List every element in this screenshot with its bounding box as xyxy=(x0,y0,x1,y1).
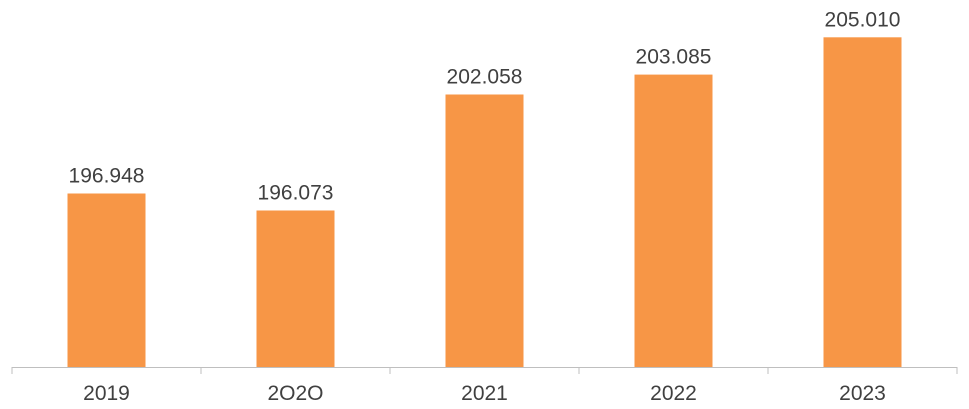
x-axis xyxy=(11,367,958,374)
bar-group xyxy=(67,37,902,368)
data-label-2019: 196.948 xyxy=(69,165,145,188)
x-tick-label-2023: 2023 xyxy=(839,382,886,405)
bar-2019 xyxy=(67,193,146,367)
bar-2023 xyxy=(823,37,902,368)
data-label-2021: 202.058 xyxy=(447,66,523,89)
data-label-2O2O: 196.073 xyxy=(258,182,334,205)
x-tick-label-group: 2019 2O2O 2021 2022 2023 xyxy=(83,382,886,405)
data-label-2022: 203.085 xyxy=(636,46,712,69)
x-tick-label-2O2O: 2O2O xyxy=(267,382,323,405)
data-label-2023: 205.010 xyxy=(825,8,901,31)
x-tick-label-2021: 2021 xyxy=(461,382,508,405)
bar-2021 xyxy=(445,94,524,367)
bar-2O2O xyxy=(256,210,335,367)
bar-2022 xyxy=(634,74,713,367)
data-label-group: 196.948 196.073 202.058 203.085 205.010 xyxy=(69,8,901,204)
x-tick-label-2019: 2019 xyxy=(83,382,130,405)
x-tick-label-2022: 2022 xyxy=(650,382,697,405)
